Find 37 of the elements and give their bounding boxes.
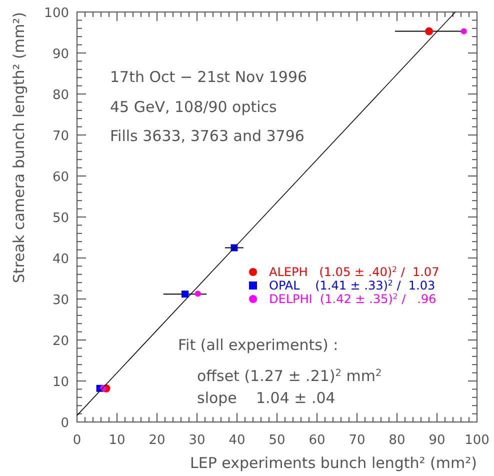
x-tick-label: 10 bbox=[108, 433, 126, 448]
y-tick-label: 100 bbox=[44, 6, 69, 21]
point bbox=[182, 290, 188, 298]
x-tick-label: 50 bbox=[268, 433, 286, 448]
point bbox=[460, 28, 467, 34]
y-tick-label: 80 bbox=[52, 88, 69, 103]
x-tick-label: 80 bbox=[388, 433, 406, 448]
y-tick-label: 90 bbox=[52, 47, 69, 62]
x-tick-label: 30 bbox=[188, 433, 206, 448]
y-axis-title: Streak camera bunch length² (mm²) bbox=[10, 12, 28, 284]
x-tick-label: 70 bbox=[348, 433, 366, 448]
y-tick-label: 50 bbox=[52, 211, 69, 226]
point bbox=[194, 290, 201, 297]
y-tick-label: 10 bbox=[52, 375, 69, 390]
y-tick-label: 30 bbox=[52, 293, 69, 308]
y-tick-label: 0 bbox=[60, 416, 69, 431]
y-tick-label: 20 bbox=[52, 334, 69, 349]
x-tick-label: 60 bbox=[308, 433, 326, 448]
annotation: slope 1.04 ± .04 bbox=[197, 389, 336, 407]
point bbox=[425, 27, 433, 36]
annotation: 17th Oct − 21st Nov 1996 bbox=[110, 68, 308, 86]
y-tick-label: 60 bbox=[52, 170, 69, 185]
x-tick-label: 20 bbox=[148, 433, 166, 448]
annotation: offset (1.27 ± .21)$^{2}$ mm$^{2}$ bbox=[197, 367, 382, 385]
annotation: Fit (all experiments) : bbox=[178, 336, 338, 354]
legend-label: ALEPH (1.05 ± .40)$^{2}$ / 1.07 bbox=[269, 264, 440, 279]
legend-label: DELPHI (1.42 ± .35)$^{2}$ / .96 bbox=[269, 292, 436, 306]
x-axis-title: LEP experiments bunch length² (mm²) bbox=[190, 454, 477, 472]
y-tick-label: 40 bbox=[52, 252, 69, 267]
x-tick-label: 100 bbox=[464, 433, 490, 448]
annotation: 45 GeV, 108/90 optics bbox=[110, 98, 278, 116]
x-tick-label: 90 bbox=[428, 433, 446, 448]
legend-label: OPAL (1.41 ± .33)$^{2}$ / 1.03 bbox=[269, 278, 436, 292]
x-tick-label: 0 bbox=[72, 433, 82, 448]
y-tick-label: 70 bbox=[52, 129, 69, 144]
x-tick-label: 40 bbox=[228, 433, 246, 448]
annotation: Fills 3633, 3763 and 3796 bbox=[110, 127, 304, 145]
